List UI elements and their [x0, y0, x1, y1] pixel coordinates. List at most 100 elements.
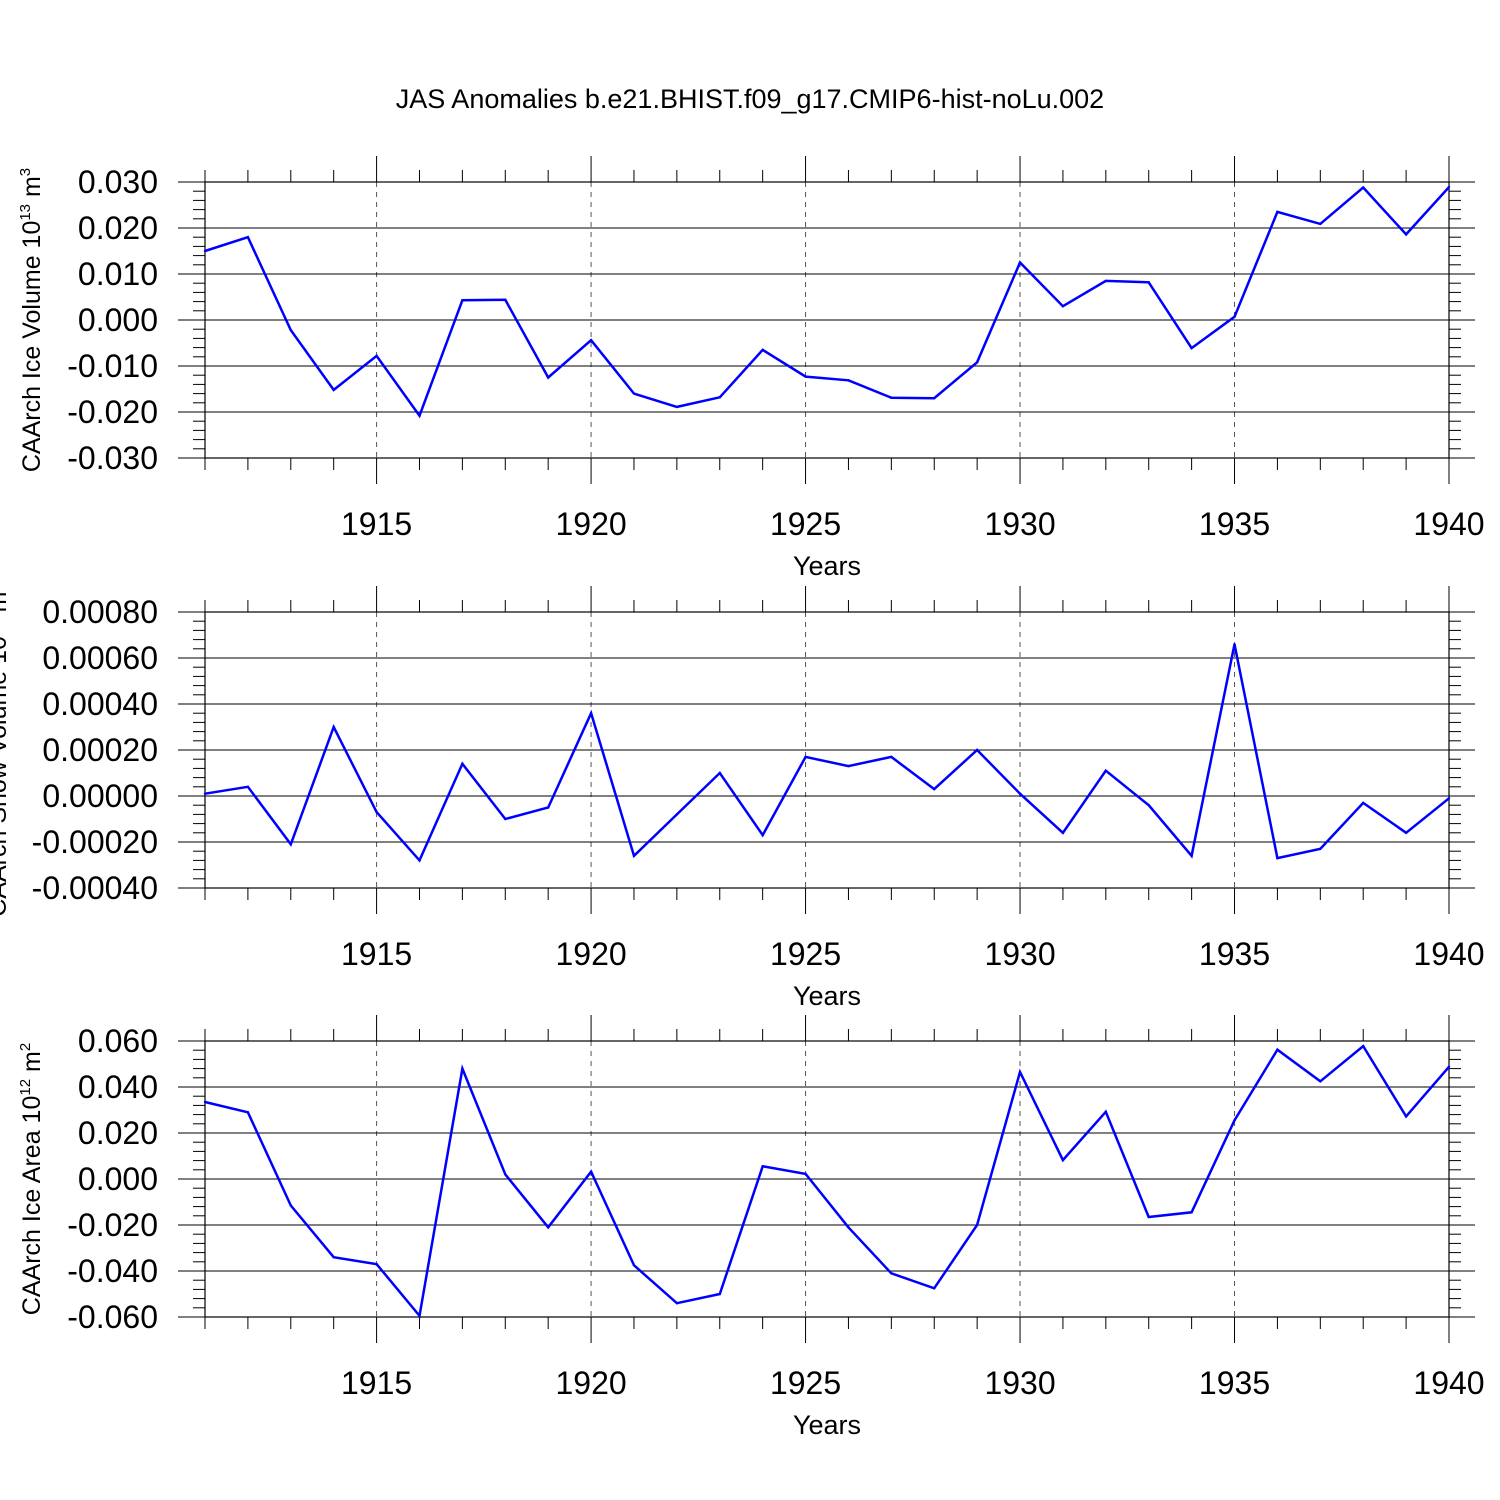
x-axis-label: Years	[793, 1410, 861, 1440]
data-point	[847, 1226, 850, 1229]
data-point	[761, 348, 764, 352]
data-point	[546, 376, 550, 379]
data-point	[332, 725, 335, 729]
y-tick-label: -0.030	[67, 440, 158, 476]
data-point	[1276, 210, 1279, 214]
data-point	[203, 792, 207, 795]
data-point	[504, 298, 507, 301]
data-point	[418, 1314, 421, 1318]
data-point	[1104, 1110, 1108, 1114]
data-point	[1319, 847, 1322, 851]
data-point	[546, 806, 550, 809]
x-tick-label: 1920	[555, 1365, 626, 1401]
data-point	[761, 1165, 764, 1168]
data-point	[1147, 804, 1150, 807]
data-point	[332, 1256, 335, 1259]
data-point	[1190, 346, 1193, 350]
data-point	[203, 1100, 207, 1104]
data-series-line	[204, 643, 1450, 863]
data-point	[418, 414, 421, 417]
data-point	[933, 397, 936, 400]
data-point	[504, 817, 507, 821]
data-point	[1276, 856, 1279, 860]
data-point	[1018, 792, 1022, 795]
data-point	[718, 396, 721, 399]
chart-panel-2: -0.00040 -0.00020 0.00000 0.00020 0.00040 0.0…	[0, 586, 1485, 1011]
data-point	[632, 1264, 636, 1267]
data-point	[1319, 222, 1322, 226]
data-point	[718, 771, 721, 775]
data-point	[589, 339, 593, 342]
y-axis-label-part: CAArch Ice Area 10	[18, 1096, 46, 1316]
x-tick-label: 1940	[1413, 936, 1484, 972]
data-point	[890, 1272, 893, 1275]
data-point	[504, 1173, 507, 1176]
y-tick-label: 0.00000	[42, 778, 158, 814]
data-point	[375, 810, 378, 814]
data-point	[847, 379, 850, 382]
data-point	[546, 1226, 550, 1229]
data-point	[203, 249, 207, 253]
plot-frame	[204, 181, 1450, 459]
y-tick-label: -0.060	[67, 1299, 158, 1335]
data-point	[632, 392, 636, 395]
data-point	[1018, 261, 1022, 264]
x-tick-label: 1920	[555, 506, 626, 542]
data-point	[1061, 1158, 1065, 1162]
data-point	[1190, 854, 1193, 857]
data-series-line	[204, 185, 1450, 419]
y-axis-label-superscript: 13	[17, 204, 34, 221]
data-point	[589, 712, 593, 715]
data-point	[289, 1204, 292, 1207]
data-point	[1404, 1115, 1408, 1118]
x-tick-label: 1940	[1413, 1365, 1484, 1401]
data-point	[289, 328, 292, 332]
data-point	[675, 813, 679, 816]
data-point	[1018, 1070, 1022, 1074]
data-point	[1061, 305, 1065, 308]
x-axis-label: Years	[793, 551, 861, 581]
data-point	[461, 762, 464, 765]
y-tick-label: 0.000	[78, 1161, 158, 1197]
data-point	[1404, 233, 1408, 236]
x-tick-label: 1930	[984, 506, 1055, 542]
y-axis-label-part: m	[0, 592, 12, 620]
x-tick-label: 1915	[341, 1365, 412, 1401]
x-tick-label: 1940	[1413, 506, 1484, 542]
data-point	[246, 1111, 250, 1114]
data-point	[675, 405, 679, 409]
data-point	[1104, 769, 1108, 772]
data-point	[847, 764, 850, 768]
y-tick-label: -0.00040	[32, 870, 158, 906]
chart-panel-1: -0.030 -0.020 -0.010 0.000 0.010 0.020 0.030 19…	[17, 156, 1485, 581]
data-point	[933, 787, 936, 791]
y-axis-label-part: m	[18, 1051, 46, 1079]
data-point	[933, 1287, 936, 1290]
data-point	[1276, 1048, 1279, 1051]
data-point	[1190, 1211, 1193, 1214]
data-point	[761, 833, 764, 837]
y-tick-label: -0.020	[67, 1207, 158, 1243]
data-point	[1447, 1065, 1451, 1068]
data-point	[804, 375, 807, 378]
data-point	[632, 854, 636, 857]
data-point	[1061, 831, 1065, 834]
data-point	[461, 1067, 464, 1070]
data-point	[375, 1262, 378, 1266]
y-tick-label: 0.00060	[42, 640, 158, 676]
y-axis-label: CAArch Ice Volume 1013 m3	[17, 168, 46, 472]
y-tick-label: 0.010	[78, 256, 158, 292]
y-tick-label: 0.040	[78, 1069, 158, 1105]
data-point	[246, 236, 250, 239]
x-tick-label: 1930	[984, 936, 1055, 972]
data-point	[975, 748, 979, 752]
data-point	[718, 1292, 721, 1296]
data-point	[1404, 831, 1408, 834]
y-tick-label: -0.00020	[32, 824, 158, 860]
data-point	[332, 388, 335, 392]
x-tick-label: 1925	[770, 936, 841, 972]
data-point	[1362, 186, 1365, 189]
plot-frame	[204, 611, 1450, 889]
y-tick-label: 0.00080	[42, 594, 158, 630]
